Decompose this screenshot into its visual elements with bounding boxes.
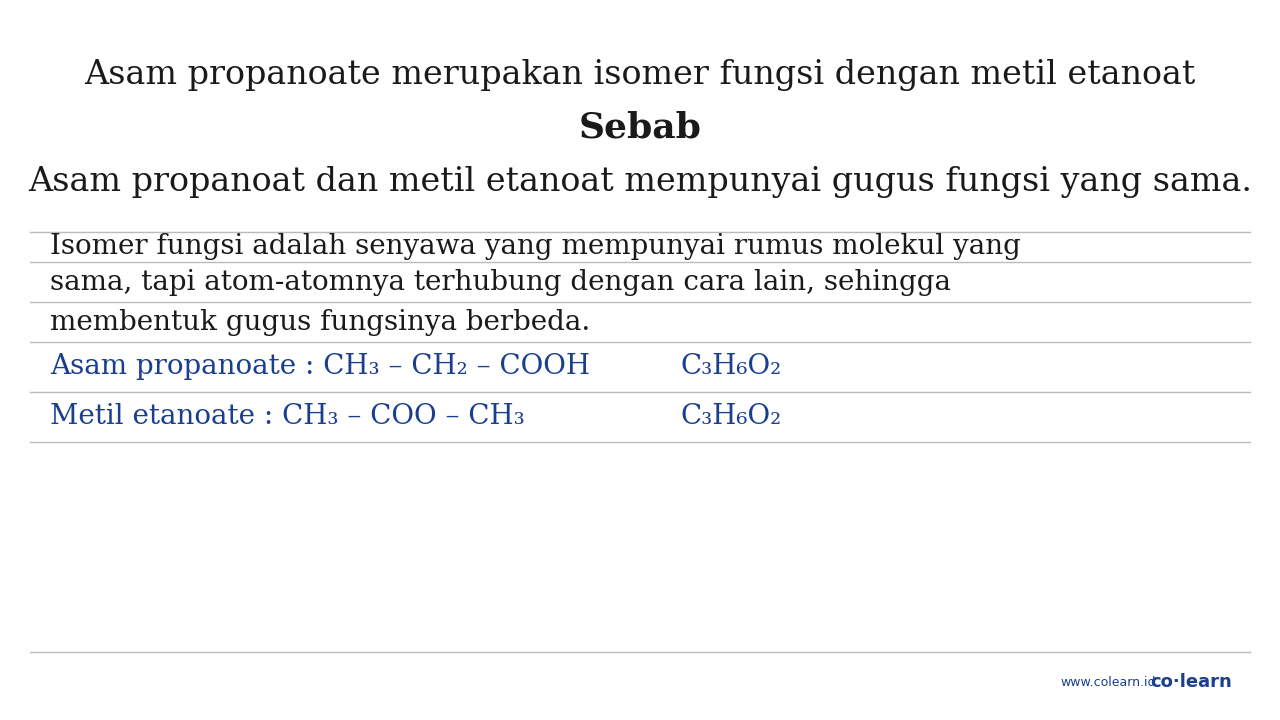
Text: Metil etanoate : CH₃ – COO – CH₃: Metil etanoate : CH₃ – COO – CH₃ (50, 403, 525, 431)
Text: Sebab: Sebab (579, 111, 701, 145)
Text: C₃H₆O₂: C₃H₆O₂ (680, 354, 781, 380)
Text: sama, tapi atom-atomnya terhubung dengan cara lain, sehingga: sama, tapi atom-atomnya terhubung dengan… (50, 269, 951, 295)
Text: co·learn: co·learn (1149, 673, 1231, 691)
Text: Asam propanoate : CH₃ – CH₂ – COOH: Asam propanoate : CH₃ – CH₂ – COOH (50, 354, 590, 380)
Text: C₃H₆O₂: C₃H₆O₂ (680, 403, 781, 431)
Text: www.colearn.id: www.colearn.id (1060, 675, 1156, 688)
Text: Asam propanoate merupakan isomer fungsi dengan metil etanoat: Asam propanoate merupakan isomer fungsi … (84, 59, 1196, 91)
Text: Isomer fungsi adalah senyawa yang mempunyai rumus molekul yang: Isomer fungsi adalah senyawa yang mempun… (50, 233, 1021, 259)
Text: membentuk gugus fungsinya berbeda.: membentuk gugus fungsinya berbeda. (50, 308, 590, 336)
Text: Asam propanoat dan metil etanoat mempunyai gugus fungsi yang sama.: Asam propanoat dan metil etanoat mempuny… (28, 166, 1252, 198)
